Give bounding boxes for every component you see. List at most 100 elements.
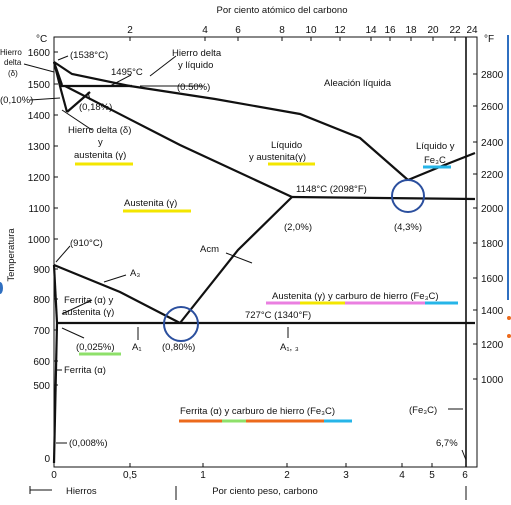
label-727: 727°C (1340°F) bbox=[245, 310, 311, 321]
left-unit: °C bbox=[36, 34, 47, 45]
right-tick-2200: 2200 bbox=[481, 170, 504, 181]
label-20: (2,0%) bbox=[284, 222, 312, 233]
arrow-delta bbox=[23, 63, 55, 73]
right-ticks: 2800 2600 2400 2200 2000 1800 1600 1400 … bbox=[481, 70, 504, 386]
eutectoid-circle bbox=[163, 306, 199, 342]
top-tick-10: 10 bbox=[305, 25, 317, 36]
left-axis-title: Temperatura bbox=[6, 228, 17, 282]
delta-boundary bbox=[52, 61, 64, 86]
right-tick-1600: 1600 bbox=[481, 274, 504, 285]
arrow-0025 bbox=[61, 327, 85, 339]
arrow-1538 bbox=[57, 55, 69, 61]
ferrite-solvus bbox=[52, 322, 59, 464]
label-hda-1: Hierro delta (δ) bbox=[68, 125, 131, 136]
eutectic-circle bbox=[391, 179, 425, 213]
label-hdl-2: y líquido bbox=[178, 60, 213, 71]
left-tick-1100: 1100 bbox=[28, 204, 50, 215]
left-tick-1600: 1600 bbox=[28, 48, 51, 59]
bottom-tick-5: 5 bbox=[429, 470, 435, 481]
label-lf-2: Fe₃C bbox=[424, 155, 446, 166]
top-tick-2: 2 bbox=[127, 25, 133, 36]
bottom-tick-3: 3 bbox=[343, 470, 349, 481]
diagram-labels: Hierro delta (δ) (1538°C) Hierro delta y… bbox=[0, 48, 458, 497]
top-tick-14: 14 bbox=[365, 25, 377, 36]
label-fcf: Ferrita (α) y carburo de hierro (Fe₃C) bbox=[180, 406, 335, 417]
top-tick-16: 16 bbox=[384, 25, 396, 36]
left-tick-1500: 1500 bbox=[28, 80, 51, 91]
label-018: (0,18%) bbox=[79, 102, 112, 113]
bottom-tick-1: 1 bbox=[200, 470, 206, 481]
arrow-010 bbox=[29, 97, 61, 101]
a3-line bbox=[53, 263, 181, 324]
label-hierros: Hierros bbox=[66, 486, 97, 497]
highlight-marks bbox=[75, 162, 458, 423]
liquidus-left bbox=[53, 61, 409, 181]
top-axis-title: Por ciento atómico del carbono bbox=[217, 5, 348, 16]
plot-frame bbox=[53, 36, 478, 468]
label-la-1: Líquido bbox=[271, 140, 302, 151]
label-acf: Austenita (γ) y carburo de hierro (Fe₃C) bbox=[272, 291, 438, 302]
label-67: 6,7% bbox=[436, 438, 458, 449]
arrow-67 bbox=[461, 449, 467, 461]
top-ticks: 2 4 6 8 10 12 14 16 18 20 22 24 bbox=[127, 25, 478, 36]
label-hdl-1: Hierro delta bbox=[172, 48, 222, 59]
left-tick-1300: 1300 bbox=[28, 142, 51, 153]
label-fa-1: Ferrita (α) y bbox=[64, 295, 114, 306]
bottom-axis-title: Por ciento peso, carbono bbox=[212, 486, 318, 497]
eutectic-line bbox=[291, 195, 476, 201]
label-hda-2: y bbox=[98, 137, 103, 148]
bottom-ticks: 0 0,5 1 2 3 4 5 6 bbox=[51, 470, 468, 481]
left-tick-1000: 1000 bbox=[28, 235, 51, 246]
label-austenita: Austenita (γ) bbox=[124, 198, 177, 209]
label-hierro-delta-3: (δ) bbox=[8, 69, 18, 78]
left-tick-900: 900 bbox=[33, 265, 50, 276]
ferrite-boundary-upper bbox=[52, 264, 59, 324]
right-tick-2800: 2800 bbox=[481, 70, 504, 81]
top-tick-8: 8 bbox=[279, 25, 285, 36]
right-tick-2000: 2000 bbox=[481, 204, 504, 215]
top-tick-6: 6 bbox=[235, 25, 241, 36]
arrow-acm bbox=[225, 252, 253, 264]
top-tick-4: 4 bbox=[202, 25, 208, 36]
label-ferrita: Ferrita (α) bbox=[64, 365, 106, 376]
label-hda-3: austenita (γ) bbox=[74, 150, 126, 161]
frame-tick-marks bbox=[54, 37, 477, 467]
label-a1: A₁ bbox=[132, 342, 142, 353]
right-tick-2400: 2400 bbox=[481, 138, 504, 149]
label-la-2: y austenita(γ) bbox=[249, 152, 306, 163]
label-0008: (0,008%) bbox=[69, 438, 108, 449]
arrow-hda bbox=[61, 109, 93, 131]
acm-line bbox=[179, 196, 293, 324]
edge-dot-1 bbox=[507, 316, 511, 320]
label-050: (0.50%) bbox=[177, 82, 210, 93]
arrow-fa bbox=[61, 299, 93, 315]
left-tick-800: 800 bbox=[33, 295, 50, 306]
label-acm: Acm bbox=[200, 244, 219, 255]
right-tick-1400: 1400 bbox=[481, 306, 504, 317]
label-1538: (1538°C) bbox=[70, 50, 108, 61]
arrow-910 bbox=[55, 245, 71, 263]
label-fe3c: (Fe₃C) bbox=[409, 405, 437, 416]
top-tick-22: 22 bbox=[449, 25, 461, 36]
right-tick-1800: 1800 bbox=[481, 239, 504, 250]
label-a3: A₃ bbox=[130, 268, 140, 279]
bottom-tick-2: 2 bbox=[284, 470, 290, 481]
bottom-tick-6: 6 bbox=[462, 470, 468, 481]
label-a13: A₁, ₃ bbox=[280, 342, 299, 353]
arrow-018 bbox=[87, 91, 91, 101]
arrow-hdl bbox=[149, 55, 177, 77]
left-tick-1200: 1200 bbox=[28, 173, 51, 184]
phase-boundaries bbox=[52, 37, 476, 467]
bottom-tick-4: 4 bbox=[399, 470, 405, 481]
left-tick-700: 700 bbox=[33, 326, 50, 337]
top-tick-20: 20 bbox=[427, 25, 439, 36]
label-aleacion: Aleación líquida bbox=[324, 78, 392, 89]
bottom-tick-0: 0 bbox=[51, 470, 57, 481]
left-ticks: 1600 1500 1400 1300 1200 1100 1000 900 8… bbox=[28, 48, 51, 465]
top-tick-12: 12 bbox=[334, 25, 346, 36]
left-tick-500: 500 bbox=[33, 381, 50, 392]
label-910: (910°C) bbox=[70, 238, 103, 249]
arrow-a3 bbox=[103, 274, 127, 283]
label-0025: (0,025%) bbox=[76, 342, 115, 353]
delta-gamma-boundary bbox=[66, 91, 91, 113]
